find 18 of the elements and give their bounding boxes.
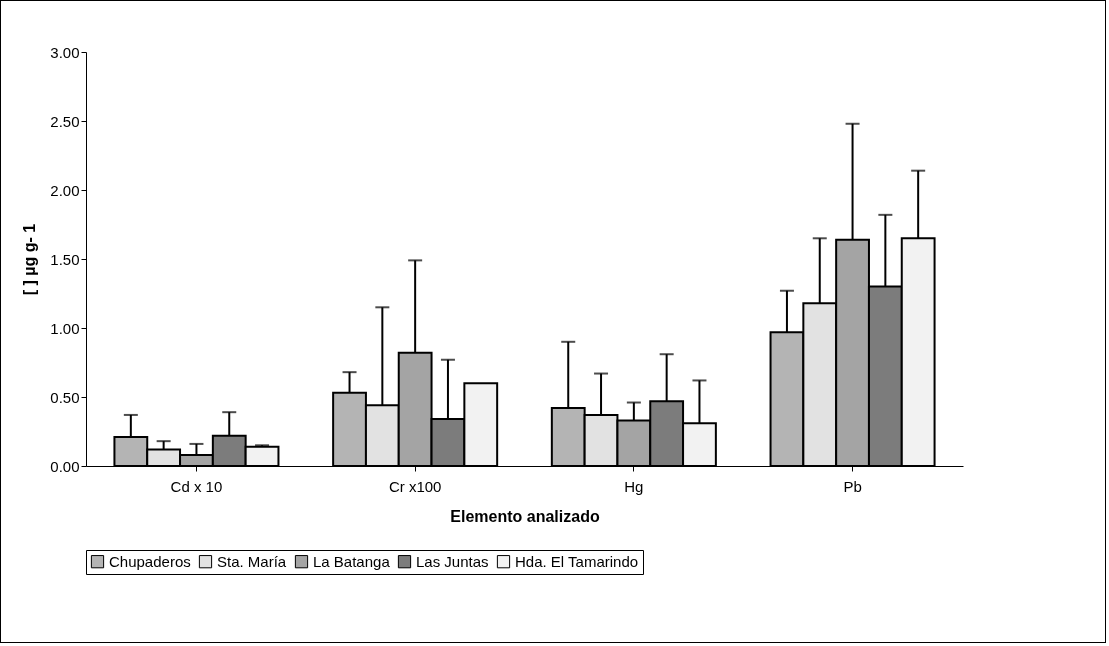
x-tick-label: Hg <box>624 477 644 495</box>
legend-label: Las Juntas <box>416 552 489 570</box>
x-tick-label: Cr x100 <box>388 477 442 495</box>
y-tick-label: 0.00 <box>50 457 80 475</box>
y-axis-title: [ ] µg g- 1 <box>21 223 39 296</box>
y-tick-label: 3.00 <box>50 43 80 61</box>
y-tick-label: 1.50 <box>50 250 80 268</box>
legend-label: La Batanga <box>313 552 391 570</box>
x-axis-title: Elemento analizado <box>450 507 600 525</box>
y-tick-label: 1.00 <box>50 319 80 337</box>
x-tick-label: Cd x 10 <box>170 477 223 495</box>
legend-label: Chupaderos <box>109 552 191 570</box>
legend-label: Hda. El Tamarindo <box>515 552 639 570</box>
y-tick-label: 2.50 <box>50 112 80 130</box>
y-tick-label: 2.00 <box>50 181 80 199</box>
x-tick-label: Pb <box>843 477 862 495</box>
y-tick-label: 0.50 <box>50 388 80 406</box>
legend-label: Sta. María <box>217 552 287 570</box>
